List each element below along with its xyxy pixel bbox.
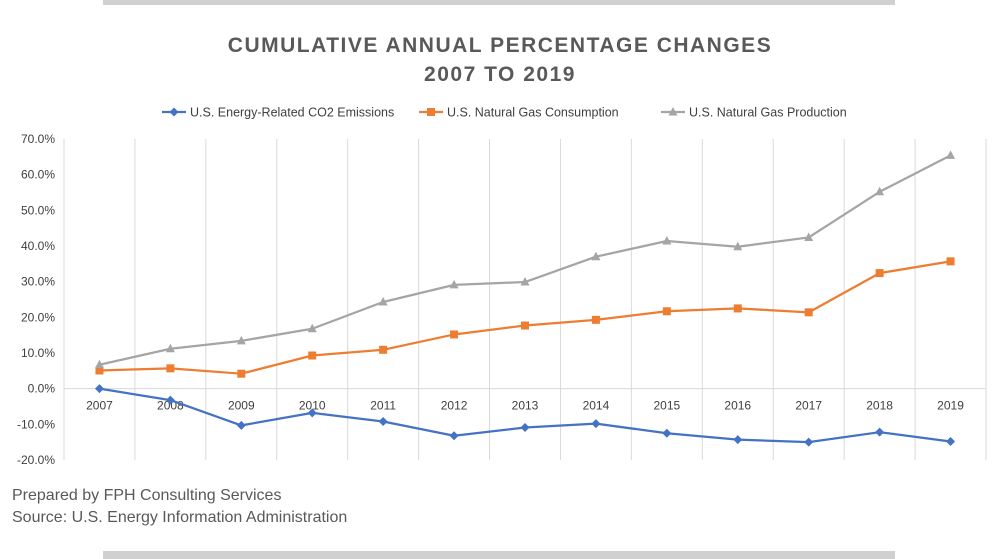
data-point-triangle <box>449 279 459 289</box>
x-tick-label: 2017 <box>795 399 822 413</box>
series-line <box>99 387 951 444</box>
series-3 <box>94 150 956 369</box>
series-2 <box>95 257 955 378</box>
data-point-square <box>95 366 104 375</box>
x-tick-label: 2018 <box>866 399 893 413</box>
y-tick-label: -20.0% <box>17 453 55 467</box>
data-point-diamond <box>236 420 246 430</box>
data-point-square <box>521 321 529 330</box>
chart-legend: U.S. Energy-Related CO2 Emissions U.S. Na… <box>162 106 847 120</box>
x-tick-label: 2007 <box>86 399 113 413</box>
data-point-square <box>662 307 671 316</box>
y-tick-label: -10.0% <box>17 417 55 431</box>
data-point-triangle <box>668 107 678 116</box>
data-point-triangle <box>946 150 956 159</box>
data-point-square <box>804 308 813 317</box>
y-tick-label: 60.0% <box>21 168 55 182</box>
data-point-diamond <box>94 384 104 394</box>
data-point-triangle <box>520 277 530 286</box>
y-tick-label: 50.0% <box>21 203 55 217</box>
data-point-triangle <box>378 296 388 306</box>
legend-item: U.S. Natural Gas Consumption <box>419 106 619 120</box>
bottom-divider-bar <box>103 551 895 559</box>
x-tick-label: 2019 <box>937 399 964 413</box>
y-tick-label: 30.0% <box>21 275 55 289</box>
data-point-square <box>379 345 388 354</box>
data-point-triangle <box>733 241 743 251</box>
data-point-square <box>308 351 317 360</box>
data-point-diamond <box>378 416 388 426</box>
footer-source: Source: U.S. Energy Information Administ… <box>12 509 348 526</box>
data-point-square <box>875 269 884 278</box>
data-point-diamond <box>169 107 179 117</box>
data-point-diamond <box>804 437 814 447</box>
chart-title-line1: CUMULATIVE ANNUAL PERCENTAGE CHANGES <box>227 34 773 57</box>
data-point-square <box>946 257 955 266</box>
data-point-triangle <box>662 236 672 245</box>
y-tick-label: 70.0% <box>21 132 55 146</box>
top-divider-bar <box>103 0 895 5</box>
y-tick-label: 40.0% <box>21 239 55 253</box>
y-tick-label: 20.0% <box>21 310 55 324</box>
chart-gridlines <box>63 139 987 460</box>
data-point-diamond <box>662 428 672 438</box>
x-tick-label: 2012 <box>441 399 468 413</box>
data-point-diamond <box>449 431 459 441</box>
data-point-triangle <box>307 323 317 333</box>
legend-label: U.S. Natural Gas Consumption <box>447 106 619 120</box>
legend-item: U.S. Natural Gas Production <box>661 106 847 120</box>
data-point-triangle <box>236 335 246 345</box>
data-point-square <box>166 364 175 373</box>
legend-item: U.S. Energy-Related CO2 Emissions <box>162 106 394 120</box>
data-point-square <box>450 330 459 339</box>
data-point-triangle <box>94 359 104 369</box>
x-tick-label: 2015 <box>653 399 680 413</box>
data-point-diamond <box>520 423 530 433</box>
data-point-triangle <box>804 232 814 241</box>
footer-prepared-by: Prepared by FPH Consulting Services <box>12 487 282 504</box>
legend-label: U.S. Energy-Related CO2 Emissions <box>190 106 394 120</box>
y-tick-label: 0.0% <box>28 382 56 396</box>
data-point-square <box>237 369 246 378</box>
data-point-diamond <box>875 427 885 437</box>
data-point-triangle <box>591 251 601 261</box>
data-point-square <box>733 304 742 313</box>
legend-label: U.S. Natural Gas Production <box>689 106 847 120</box>
series-1 <box>94 384 956 447</box>
data-point-square <box>591 315 600 324</box>
chart-series <box>94 150 956 447</box>
x-tick-label: 2013 <box>512 399 539 413</box>
data-point-diamond <box>165 395 175 405</box>
data-point-diamond <box>946 436 956 446</box>
series-line <box>99 154 952 366</box>
chart-title-line2: 2007 TO 2019 <box>424 63 576 86</box>
data-point-square <box>427 108 435 116</box>
data-point-diamond <box>307 408 317 418</box>
x-tick-label: 2011 <box>370 399 396 413</box>
x-tick-label: 2016 <box>724 399 751 413</box>
data-point-triangle <box>875 186 885 196</box>
y-tick-label: 10.0% <box>21 346 55 360</box>
data-point-diamond <box>591 419 601 429</box>
x-tick-label: 2010 <box>299 399 326 413</box>
x-tick-label: 2009 <box>228 399 255 413</box>
data-point-triangle <box>165 343 175 353</box>
chart-axes: -20.0% -10.0% 0.0% 10.0% 20.0% 30.0% 40.0% 50.0… <box>17 132 986 467</box>
x-tick-label: 2014 <box>583 399 610 413</box>
data-point-diamond <box>733 435 743 445</box>
